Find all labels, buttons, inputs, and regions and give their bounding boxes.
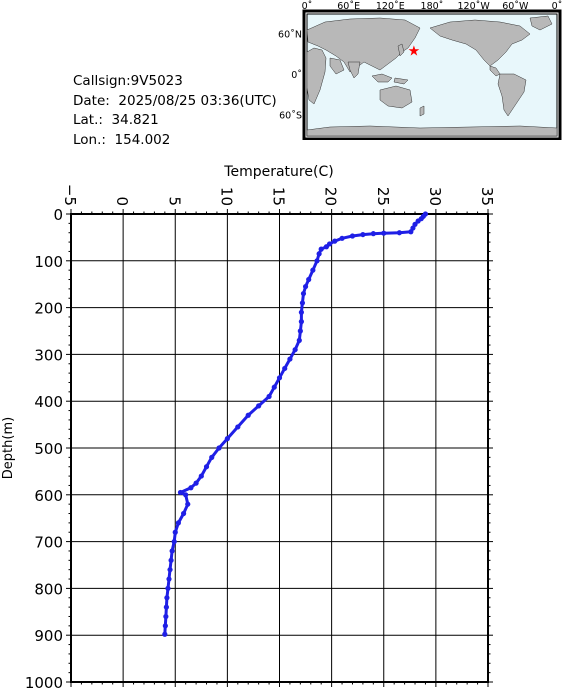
- callsign-text: Callsign:9V5023: [73, 73, 183, 89]
- temperature-data-point: [314, 258, 320, 264]
- temperature-data-point: [171, 539, 177, 545]
- x-tick-label: 20: [322, 187, 340, 206]
- temperature-data-point: [349, 233, 356, 239]
- x-tick-label: 15: [270, 187, 288, 206]
- temperature-data-point: [256, 403, 262, 409]
- map-top-ticks: 0˚ 60˚E 120˚E 180˚ 120˚W 60˚W 0˚: [302, 1, 563, 12]
- temperature-data-point: [310, 267, 316, 273]
- y-axis-label: Depth(m): [1, 417, 16, 479]
- map-lat-tick-label: 0˚: [291, 70, 302, 81]
- temperature-data-point: [271, 384, 277, 390]
- y-tick-label: 700: [34, 534, 63, 552]
- temperature-data-point: [203, 464, 210, 470]
- temperature-data-point: [360, 231, 366, 238]
- temperature-data-point: [175, 520, 181, 526]
- map-lon-tick-label: 60˚W: [502, 1, 529, 12]
- y-tick-label: 800: [34, 580, 63, 598]
- temperature-data-point: [168, 557, 174, 563]
- map-land: [306, 15, 558, 137]
- y-tick-label: 500: [34, 440, 63, 458]
- temperature-data-point: [339, 235, 345, 241]
- temperature-data-point: [245, 412, 251, 418]
- y-tick-label: 300: [34, 346, 63, 364]
- temperature-data-point: [198, 473, 204, 479]
- temperature-data-point: [318, 246, 324, 252]
- x-tick-label: 25: [374, 187, 392, 206]
- temperature-data-point: [415, 218, 421, 224]
- temperature-data-point: [177, 489, 184, 496]
- temperature-data-point: [224, 436, 230, 442]
- temperature-data-point: [316, 251, 322, 257]
- map-lon-tick-label: 0˚: [552, 1, 563, 12]
- temperature-data-point: [167, 567, 173, 573]
- map-lat-tick-label: 60˚N: [278, 29, 302, 40]
- temperature-data-point: [323, 244, 330, 250]
- y-tick-label: 1000: [25, 674, 63, 690]
- temperature-data-point: [306, 276, 312, 283]
- x-axis-label: Temperature(C): [223, 164, 333, 180]
- temperature-data-point: [276, 375, 283, 381]
- temperature-data-point: [188, 485, 194, 491]
- x-tick-label: 10: [217, 187, 235, 206]
- y-tick-label: 200: [34, 300, 63, 318]
- latitude-text: Lat.: 34.821: [73, 112, 159, 128]
- temperature-data-point: [163, 604, 169, 610]
- y-tick-label: 0: [53, 206, 63, 224]
- temperature-data-point: [408, 229, 414, 235]
- map-side-ticks: 60˚N 0˚ 60˚S: [278, 29, 302, 121]
- x-tick-label: 0: [113, 196, 131, 206]
- temperature-data-point: [296, 337, 302, 343]
- temperature-data-point: [185, 501, 191, 507]
- station-info: Callsign:9V5023 Date: 2025/08/25 03:36(U…: [73, 72, 277, 150]
- date-text: Date: 2025/08/25 03:36(UTC): [73, 92, 277, 109]
- y-tick-label: 600: [34, 487, 63, 505]
- x-tick-label: 5: [165, 196, 183, 206]
- temperature-data-point: [180, 510, 187, 517]
- temperature-data-point: [300, 290, 307, 297]
- temperature-data-point: [381, 230, 387, 236]
- temperature-data-point: [216, 445, 222, 451]
- temperature-data-point: [302, 283, 309, 290]
- temperature-data-point: [183, 492, 189, 498]
- map-lat-tick-label: 60˚S: [279, 111, 302, 122]
- temperature-data-point: [164, 595, 170, 601]
- temperature-data-point: [298, 309, 304, 315]
- map-lon-tick-label: 180˚: [421, 1, 444, 12]
- map-lon-tick-label: 120˚E: [376, 1, 405, 12]
- temperature-data-point: [169, 548, 175, 554]
- temperature-profile-line: [163, 213, 427, 635]
- location-map: 0˚ 60˚E 120˚E 180˚ 120˚W 60˚W 0˚ 60˚N 0˚ 60˚S ★: [278, 1, 563, 140]
- temperature-data-point: [166, 576, 172, 582]
- y-tick-label: 900: [34, 627, 63, 645]
- temperature-data-point: [235, 424, 241, 430]
- temperature-data-point: [163, 613, 169, 620]
- y-tick-label: 100: [34, 253, 63, 271]
- map-lon-tick-label: 0˚: [302, 1, 313, 12]
- x-tick-label: 30: [426, 187, 444, 206]
- temperature-data-point: [209, 454, 215, 460]
- temperature-data-point: [266, 393, 272, 400]
- y-tick-label: 400: [34, 393, 63, 411]
- temperature-data-point: [162, 631, 168, 637]
- temperature-data-point: [162, 623, 168, 629]
- temperature-data-point: [332, 238, 338, 244]
- temperature-data-point: [292, 347, 298, 353]
- temperature-data-point: [282, 365, 288, 372]
- x-tick-label: −5: [61, 184, 79, 206]
- temperature-data-point: [165, 585, 171, 592]
- temperature-data-point: [298, 319, 304, 325]
- temperature-data-point: [299, 300, 306, 306]
- temperature-data-point: [370, 231, 376, 237]
- temperature-data-point: [172, 529, 178, 535]
- x-tick-label: 35: [478, 187, 496, 206]
- temperature-data-point: [193, 480, 199, 486]
- temperature-data-point: [287, 356, 293, 362]
- temperature-data-point: [297, 328, 303, 334]
- temperature-data-point: [396, 230, 402, 236]
- map-lon-tick-label: 120˚W: [458, 1, 491, 12]
- map-lon-tick-label: 60˚E: [337, 1, 360, 12]
- location-marker-star: ★: [408, 43, 421, 59]
- longitude-text: Lon.: 154.002: [73, 131, 171, 148]
